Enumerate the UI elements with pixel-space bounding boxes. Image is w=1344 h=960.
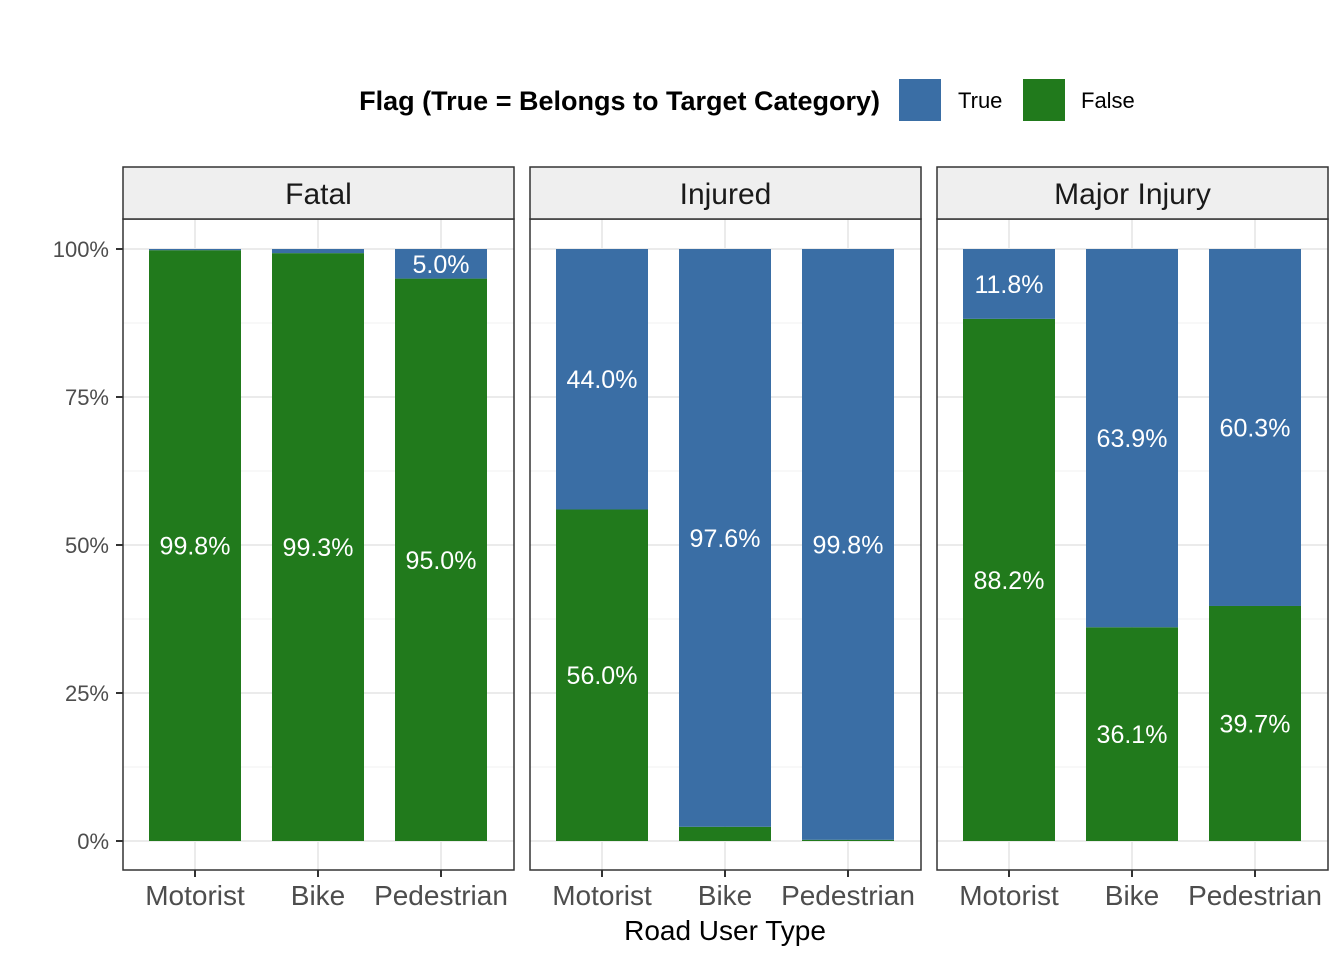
data-label-false-bike: 36.1% — [1097, 721, 1168, 749]
y-tick-label: 0% — [77, 829, 109, 854]
data-label-true-pedestrian: 60.3% — [1220, 414, 1291, 442]
x-axis-title: Road User Type — [624, 915, 826, 946]
y-tick-label: 100% — [53, 237, 109, 262]
bar-true-bike — [272, 249, 364, 254]
plot-area: 99.8% Motorist 99.3% Bike 95.0% 5.0% Pedestria… — [53, 166, 1329, 911]
bar-false-motorist — [556, 509, 648, 841]
data-label-true-bike: 63.9% — [1097, 425, 1168, 453]
bar-false-pedestrian — [802, 839, 894, 841]
bar-false-pedestrian — [395, 278, 487, 842]
data-label-false-motorist: 88.2% — [974, 567, 1045, 595]
bar-true-bike — [1086, 249, 1178, 628]
bar-false-motorist — [963, 318, 1055, 842]
legend-label-false: False — [1081, 88, 1135, 113]
data-label-true-bike: 97.6% — [690, 525, 761, 553]
bar-true-bike — [679, 249, 771, 827]
legend-key-true — [899, 79, 941, 121]
facet-strip — [936, 166, 1329, 220]
facet-panel-fatal: 99.8% Motorist 99.3% Bike 95.0% 5.0% Pedestria… — [122, 166, 515, 911]
legend-key-false — [1023, 79, 1065, 121]
y-tick-label: 50% — [65, 533, 109, 558]
x-tick-label-bike: Bike — [1105, 880, 1159, 911]
data-label-true-pedestrian: 99.8% — [813, 531, 884, 559]
data-label-false-motorist: 56.0% — [567, 662, 638, 690]
x-tick-label-motorist: Motorist — [552, 880, 652, 911]
bar-false-pedestrian — [1209, 605, 1301, 841]
x-tick-label-motorist: Motorist — [145, 880, 245, 911]
y-tick-label: 25% — [65, 681, 109, 706]
facet-strip-label: Fatal — [285, 178, 352, 211]
bar-false-bike — [272, 253, 364, 842]
legend: Flag (True = Belongs to Target Category)… — [359, 79, 1135, 121]
bar-true-pedestrian — [395, 249, 487, 279]
facet-panel-injured: 56.0% 44.0% Motorist 97.6% Bike 99.8% Pedestri… — [529, 166, 922, 911]
data-label-false-bike: 99.3% — [283, 534, 354, 562]
bar-true-motorist — [963, 249, 1055, 319]
data-label-false-pedestrian: 39.7% — [1220, 710, 1291, 738]
x-tick-label-pedestrian: Pedestrian — [781, 880, 915, 911]
bar-true-motorist — [149, 249, 241, 251]
data-label-false-motorist: 99.8% — [160, 533, 231, 561]
bar-true-pedestrian — [802, 249, 894, 840]
facet-strip-label: Major Injury — [1054, 178, 1211, 211]
facet-strip — [122, 166, 515, 220]
data-label-true-motorist: 11.8% — [974, 271, 1043, 299]
x-tick-label-bike: Bike — [291, 880, 345, 911]
facet-strip — [529, 166, 922, 220]
data-label-true-pedestrian: 5.0% — [413, 251, 470, 279]
bar-false-motorist — [149, 250, 241, 841]
y-tick-label: 75% — [65, 385, 109, 410]
x-tick-label-pedestrian: Pedestrian — [374, 880, 508, 911]
bar-true-motorist — [556, 249, 648, 510]
y-axis: 0% 25% 50% 75% 100% — [53, 237, 123, 854]
data-label-true-motorist: 44.0% — [567, 366, 638, 394]
x-tick-label-pedestrian: Pedestrian — [1188, 880, 1322, 911]
bar-false-bike — [679, 826, 771, 841]
legend-label-true: True — [958, 88, 1002, 113]
facet-panel-major-injury: 88.2% 11.8% Motorist 36.1% 63.9% Bike 39.7% 60.… — [936, 166, 1329, 911]
legend-title: Flag (True = Belongs to Target Category) — [359, 86, 880, 116]
facet-strip-label: Injured — [680, 178, 772, 211]
bar-true-pedestrian — [1209, 249, 1301, 606]
x-tick-label-motorist: Motorist — [959, 880, 1059, 911]
data-label-false-pedestrian: 95.0% — [406, 547, 477, 575]
x-tick-label-bike: Bike — [698, 880, 752, 911]
bar-false-bike — [1086, 627, 1178, 841]
